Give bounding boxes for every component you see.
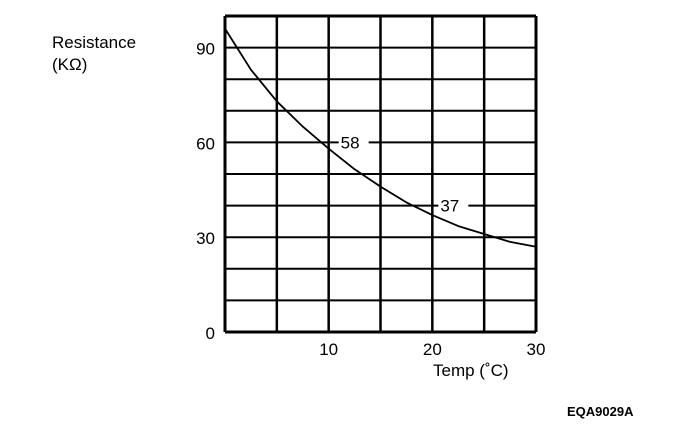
y-tick-label: 60 — [196, 134, 215, 153]
y-tick-label: 0 — [206, 324, 215, 343]
figure-code: EQA9029A — [567, 404, 634, 419]
x-axis-label: Temp (˚C) — [433, 361, 509, 380]
x-tick-label: 10 — [319, 340, 338, 359]
x-tick-label: 20 — [423, 340, 442, 359]
y-axis-label-line1: Resistance — [52, 33, 137, 52]
y-tick-label: 90 — [196, 40, 215, 59]
x-tick-label: 30 — [527, 340, 546, 359]
annotation-background — [438, 194, 469, 215]
y-tick-label: 30 — [196, 229, 215, 248]
annotation-label: 37 — [440, 197, 459, 216]
annotation-label: 58 — [341, 133, 360, 152]
y-axis-label: Resistance (KΩ) — [52, 32, 136, 76]
y-axis-label-line2: (KΩ) — [52, 55, 88, 74]
annotation-background — [338, 131, 369, 152]
